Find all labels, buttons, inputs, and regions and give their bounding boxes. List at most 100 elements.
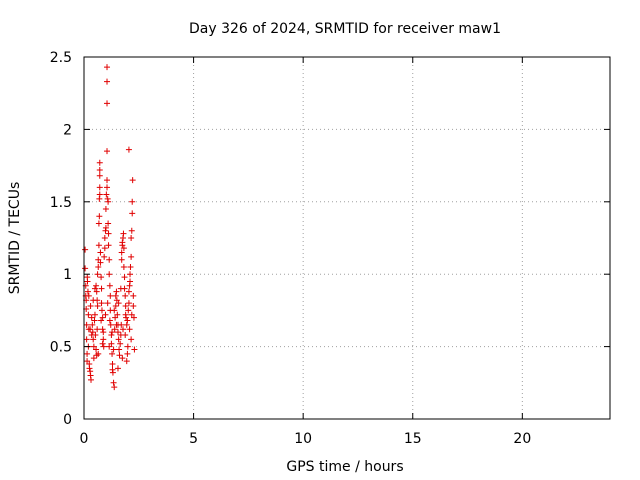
data-point (82, 246, 89, 253)
data-point (121, 274, 128, 281)
x-tick-label: 5 (189, 431, 198, 447)
data-point (107, 321, 114, 328)
data-point (96, 166, 103, 173)
data-point (104, 64, 111, 71)
data-point (106, 343, 113, 350)
data-point (89, 321, 96, 328)
data-point (96, 213, 103, 220)
data-point (98, 307, 105, 314)
data-point (122, 303, 129, 310)
data-point (102, 224, 109, 231)
data-point (94, 303, 101, 310)
data-point (127, 271, 134, 278)
data-point (118, 249, 125, 256)
data-point (113, 288, 120, 295)
data-point (105, 242, 112, 249)
data-point (97, 259, 104, 266)
y-tick-label: 0.5 (50, 340, 72, 356)
data-point (123, 321, 130, 328)
data-point (114, 365, 121, 372)
data-point (115, 336, 122, 343)
data-point (87, 326, 94, 333)
data-point (99, 340, 106, 347)
data-point (93, 352, 100, 359)
data-point (109, 350, 116, 357)
data-point (104, 78, 111, 85)
data-point (106, 282, 113, 289)
data-point (105, 220, 112, 227)
data-point (91, 285, 98, 292)
data-point (112, 303, 119, 310)
y-tick-label: 1 (63, 267, 72, 283)
data-point (96, 159, 103, 166)
data-point (116, 352, 123, 359)
data-point (109, 360, 116, 367)
data-point (118, 256, 125, 263)
data-point (119, 355, 126, 362)
y-tick-label: 1.5 (50, 195, 72, 211)
data-point (129, 198, 136, 205)
data-point (85, 292, 92, 299)
data-point (96, 172, 103, 179)
data-point (107, 292, 114, 299)
x-tick-label: 10 (294, 431, 312, 447)
data-point (125, 307, 132, 314)
data-point (91, 311, 98, 318)
x-tick-label: 0 (80, 431, 89, 447)
data-point (105, 198, 112, 205)
data-point (98, 300, 105, 307)
data-point (126, 326, 133, 333)
data-point (129, 210, 136, 217)
data-point (128, 253, 135, 260)
data-point (123, 358, 130, 365)
data-point (100, 329, 107, 336)
data-point (119, 239, 126, 246)
x-axis-label: GPS time / hours (286, 459, 403, 475)
data-point (96, 184, 103, 191)
data-point (131, 346, 138, 353)
data-point (94, 271, 101, 278)
data-point (85, 311, 92, 318)
data-point (122, 292, 129, 299)
data-point (90, 355, 97, 362)
data-point (124, 350, 131, 357)
data-point (96, 191, 103, 198)
data-point (114, 311, 121, 318)
data-point (104, 300, 111, 307)
data-point (112, 292, 119, 299)
data-point (125, 288, 132, 295)
data-point (98, 317, 105, 324)
data-point (88, 376, 95, 383)
data-point (128, 235, 135, 241)
data-point (99, 314, 106, 321)
plot-frame (83, 56, 611, 420)
data-point (101, 235, 108, 241)
data-point (125, 300, 132, 307)
data-point (110, 346, 117, 353)
data-point (87, 303, 94, 310)
data-point (86, 365, 93, 372)
data-point (108, 332, 115, 339)
data-point (83, 336, 90, 343)
data-point (95, 220, 102, 227)
data-point (105, 230, 112, 237)
data-point (101, 245, 108, 252)
data-point (111, 384, 118, 391)
data-point (89, 329, 96, 336)
data-point (102, 311, 109, 318)
data-point (106, 271, 113, 278)
x-tick-label: 15 (404, 431, 422, 447)
data-point (106, 317, 113, 324)
data-point (109, 369, 116, 376)
data-point (128, 227, 135, 234)
data-point (82, 265, 89, 272)
data-point (113, 321, 120, 328)
data-point (94, 326, 101, 333)
data-point (128, 336, 135, 343)
data-point (109, 329, 116, 336)
y-axis-label: SRMTID / TECUs (7, 182, 23, 295)
data-point (110, 379, 117, 386)
grid-lines (84, 57, 610, 419)
data-point (120, 263, 127, 270)
data-point (116, 346, 123, 353)
